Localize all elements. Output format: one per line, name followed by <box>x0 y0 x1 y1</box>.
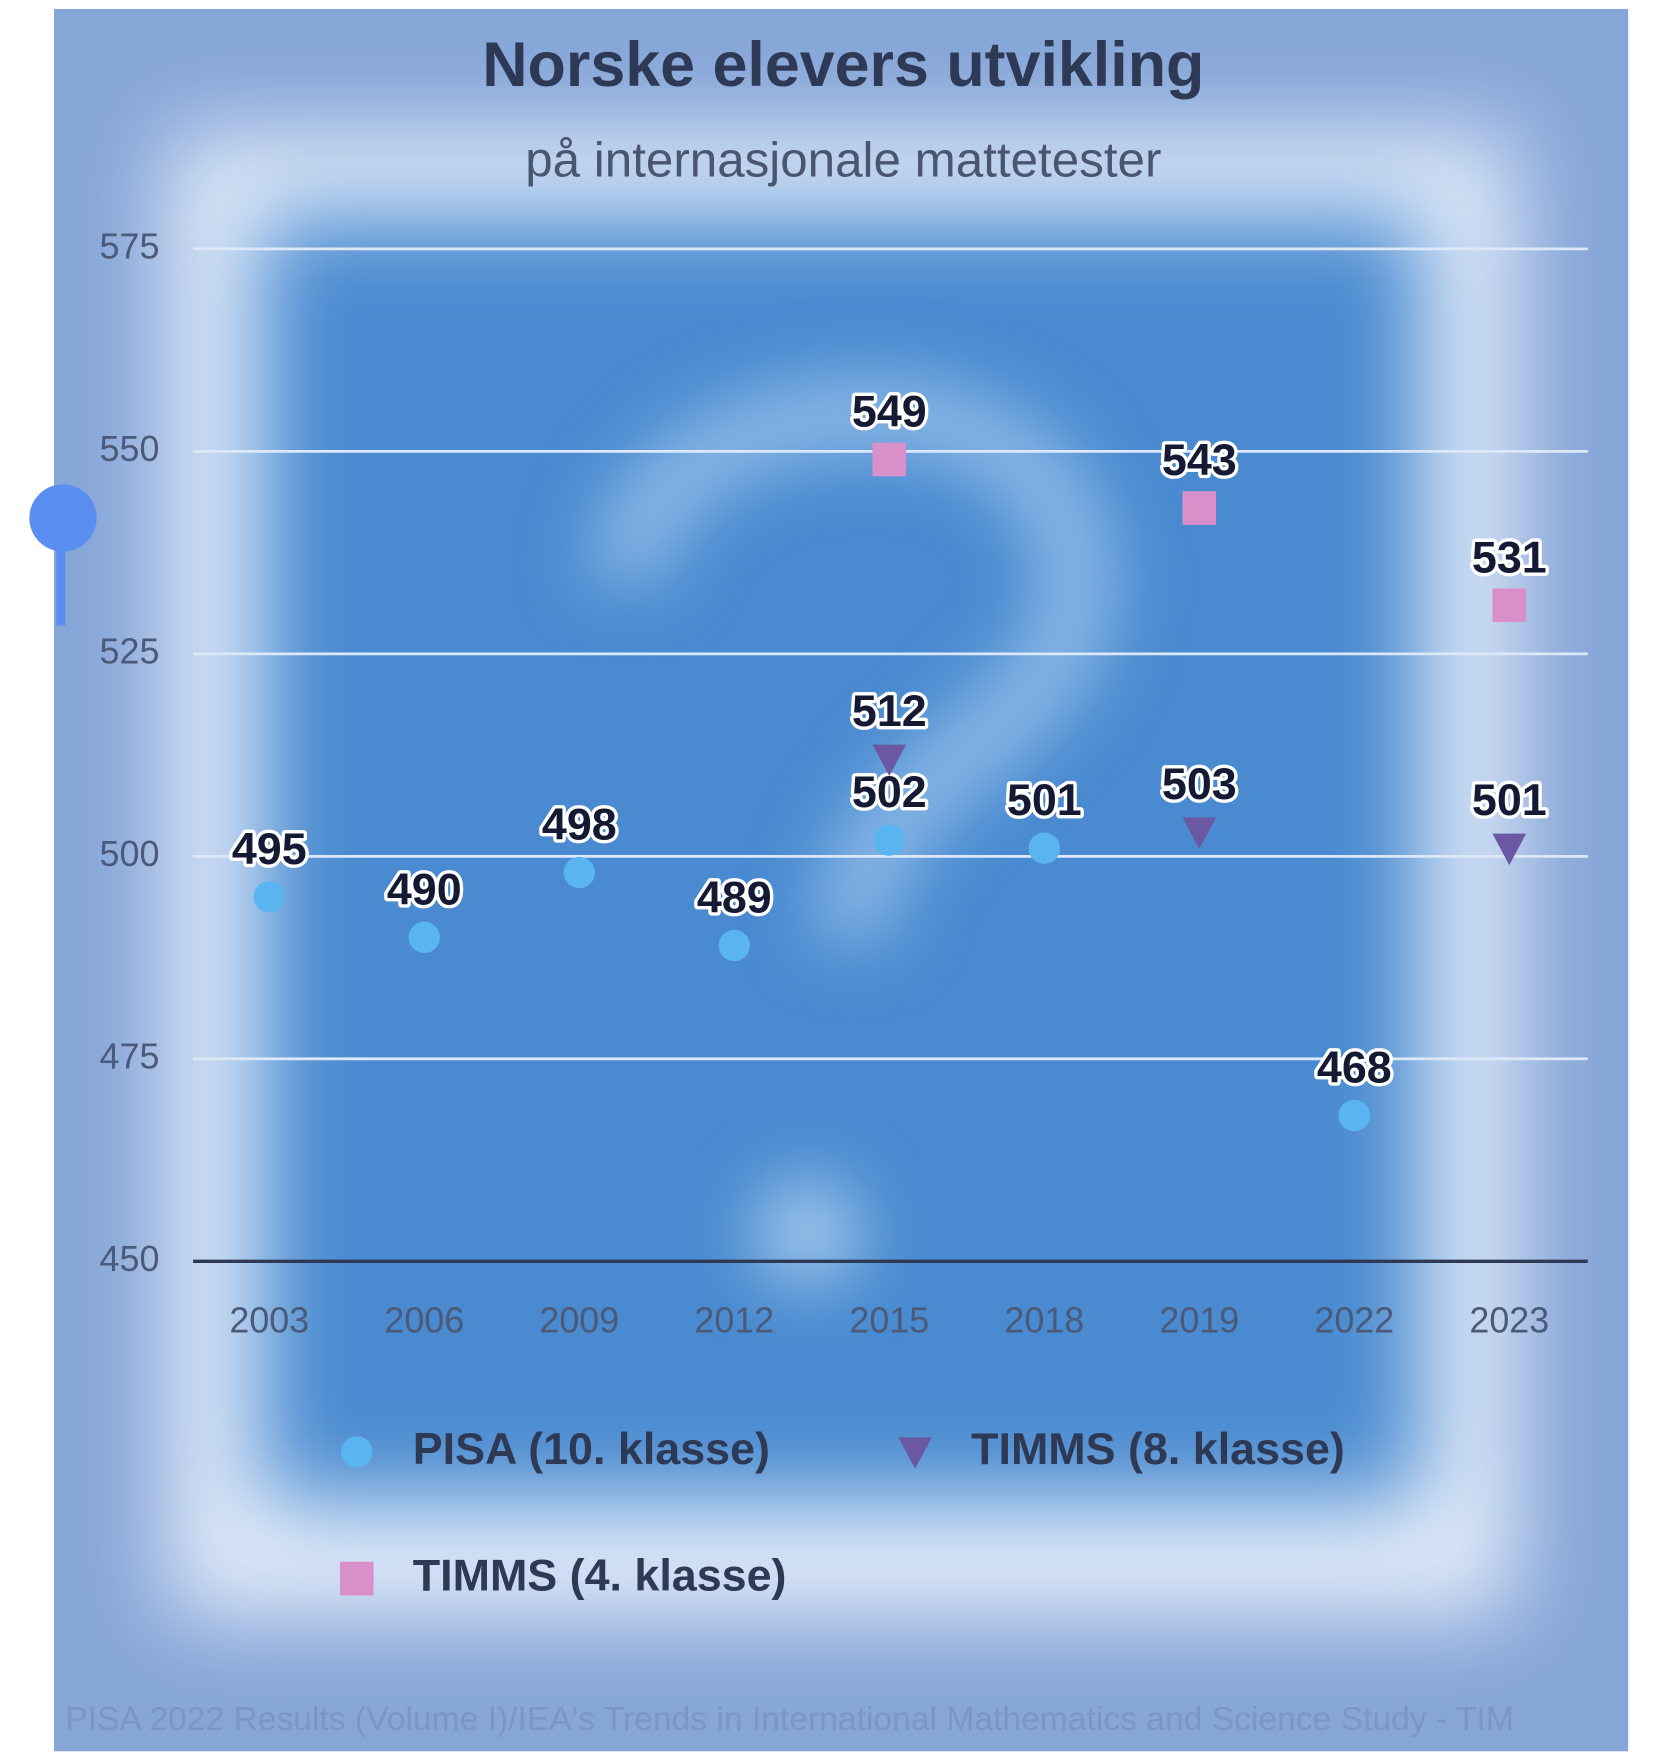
x-tick-label: 2022 <box>1314 1300 1394 1340</box>
data-point <box>1028 832 1060 864</box>
x-tick-label: 2019 <box>1159 1300 1239 1340</box>
data-label: 503 <box>1162 758 1237 809</box>
x-tick-label: 2009 <box>539 1300 619 1340</box>
scroll-bar <box>56 517 66 626</box>
data-point <box>1338 1099 1370 1132</box>
data-label: 501 <box>1472 774 1547 825</box>
data-point <box>873 824 905 856</box>
data-label: 498 <box>542 799 617 850</box>
legend-label: TIMMS (8. klasse) <box>971 1423 1345 1474</box>
data-label: 531 <box>1472 531 1547 582</box>
data-point <box>1182 491 1217 525</box>
data-point <box>872 442 907 477</box>
data-label: 549 <box>852 385 927 436</box>
y-tick-label: 475 <box>100 1036 160 1076</box>
legend-marker <box>341 1436 373 1468</box>
data-label: 495 <box>232 823 307 874</box>
data-point <box>718 929 750 962</box>
data-label: 512 <box>852 685 927 736</box>
data-point <box>1182 817 1217 849</box>
y-tick-label: 500 <box>100 834 160 874</box>
decoration <box>751 1177 864 1290</box>
data-label: 489 <box>697 871 772 922</box>
y-tick-label: 525 <box>100 631 160 671</box>
x-tick-label: 2018 <box>1004 1300 1084 1340</box>
y-tick-label: 575 <box>100 226 160 266</box>
data-label: 490 <box>387 863 462 914</box>
legend-label: TIMMS (4. klasse) <box>413 1549 787 1600</box>
x-tick-label: 2015 <box>849 1300 929 1340</box>
data-point <box>1492 833 1527 866</box>
x-tick-label: 2012 <box>694 1300 774 1340</box>
data-label: 468 <box>1317 1042 1392 1093</box>
legend-label: PISA (10. klasse) <box>413 1423 770 1474</box>
legend-marker <box>339 1561 374 1596</box>
data-point <box>408 921 440 954</box>
data-point <box>253 881 285 913</box>
data-point <box>563 856 595 889</box>
data-label: 543 <box>1162 434 1237 485</box>
y-tick-label: 550 <box>100 429 160 469</box>
legend-marker <box>898 1437 932 1469</box>
x-tick-label: 2003 <box>229 1300 309 1340</box>
data-label: 501 <box>1007 774 1082 825</box>
data-point <box>1492 588 1527 623</box>
chart-subtitle: på internasjonale mattetester <box>525 133 1161 188</box>
chart-title: Norske elevers utvikling <box>482 30 1204 100</box>
source: PISA 2022 Results (Volume I)/IEA's Trend… <box>65 1701 1514 1738</box>
y-tick-label: 450 <box>100 1239 160 1279</box>
data-point <box>872 744 907 776</box>
x-tick-label: 2023 <box>1469 1300 1549 1340</box>
x-tick-label: 2006 <box>384 1300 464 1340</box>
